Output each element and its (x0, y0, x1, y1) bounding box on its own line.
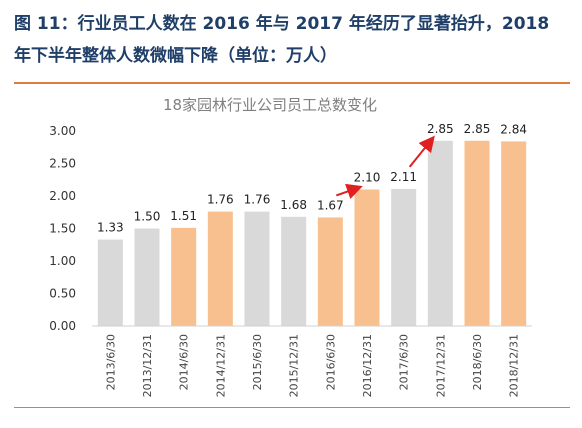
category-label: 2016/12/31 (361, 334, 374, 397)
y-axis-ticks: 0.00 0.50 1.00 1.50 2.00 2.50 3.00 (49, 124, 76, 333)
value-label: 1.67 (317, 198, 344, 212)
y-tick-label: 2.50 (49, 157, 76, 171)
category-label: 2013/12/31 (141, 334, 154, 397)
figure-title: 图 11：行业员工人数在 2016 年与 2017 年经历了显著抬升，2018 … (14, 8, 574, 72)
bar-2017-12-31 (427, 140, 453, 326)
value-label: 1.50 (134, 210, 161, 224)
bars (97, 140, 527, 326)
y-tick-label: 2.00 (49, 189, 76, 203)
bar-2015-6-30 (244, 211, 270, 326)
value-label: 2.85 (464, 122, 491, 136)
category-label: 2016/6/30 (324, 334, 337, 390)
bar-2018-12-31 (501, 141, 527, 326)
value-label: 1.76 (244, 193, 271, 207)
bar-2015-12-31 (281, 216, 307, 326)
top-divider (14, 82, 570, 84)
category-label: 2017/6/30 (398, 334, 411, 390)
bar-2014-6-30 (171, 227, 197, 326)
bar-2014-12-31 (207, 211, 233, 326)
category-label: 2014/12/31 (214, 334, 227, 397)
category-label: 2017/12/31 (434, 334, 447, 397)
bar-2016-6-30 (317, 217, 343, 326)
value-label: 2.10 (354, 171, 381, 185)
value-label: 1.76 (207, 193, 234, 207)
bottom-divider (14, 407, 570, 408)
category-label: 2015/6/30 (251, 334, 264, 390)
trend-arrow (336, 183, 363, 200)
category-labels: 2013/6/30 2013/12/31 2014/6/30 2014/12/31 20… (104, 334, 520, 397)
category-label: 2018/6/30 (471, 334, 484, 390)
bar-2017-6-30 (391, 188, 417, 326)
value-label: 2.84 (500, 122, 527, 136)
chart-title: 18家园林行业公司员工总数变化 (163, 96, 377, 114)
y-tick-label: 0.00 (49, 319, 76, 333)
value-labels: 1.33 1.50 1.51 1.76 1.76 1.68 1.67 2.10 2.11 2.85… (97, 122, 527, 235)
category-label: 2014/6/30 (178, 334, 191, 390)
value-label: 1.68 (280, 198, 307, 212)
arrows (336, 135, 435, 200)
figure-title-line-2: 年下半年整体人数微幅下降（单位：万人） (14, 46, 337, 66)
y-tick-label: 1.50 (49, 222, 76, 236)
trend-arrow (408, 135, 435, 168)
value-label: 2.85 (427, 122, 454, 136)
value-label: 2.11 (390, 170, 417, 184)
category-label: 2018/12/31 (508, 334, 521, 397)
value-label: 1.51 (170, 209, 197, 223)
y-tick-label: 1.00 (49, 254, 76, 268)
y-tick-label: 0.50 (49, 287, 76, 301)
figure-title-line-1: 图 11：行业员工人数在 2016 年与 2017 年经历了显著抬升，2018 (14, 14, 550, 34)
bar-2018-6-30 (464, 140, 490, 326)
value-label: 1.33 (97, 221, 124, 235)
category-label: 2015/12/31 (288, 334, 301, 397)
bar-2016-12-31 (354, 189, 380, 326)
category-label: 2013/6/30 (104, 334, 117, 390)
bar-2013-12-31 (134, 228, 160, 326)
y-tick-label: 3.00 (49, 124, 76, 138)
bar-2013-6-30 (97, 239, 123, 326)
